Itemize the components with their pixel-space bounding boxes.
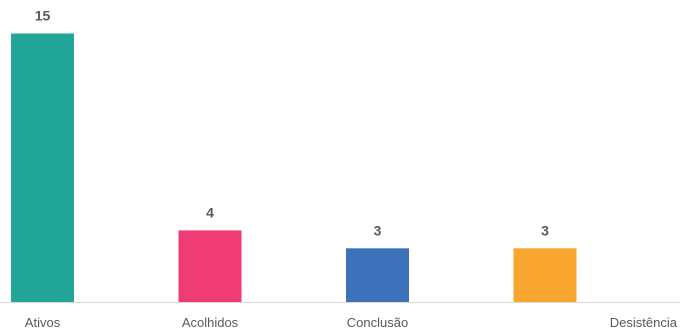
data-label: 4 (206, 204, 214, 220)
bar-ativos (11, 33, 74, 302)
x-tick-label: Acolhidos (182, 315, 239, 330)
data-label: 15 (35, 8, 51, 24)
data-label: 3 (374, 222, 382, 238)
bar-desistencia (513, 248, 577, 302)
bar-conclusao (346, 248, 409, 302)
x-tick-label: Desistência (610, 315, 678, 330)
bar-acolhidos (178, 230, 242, 302)
data-label: 3 (541, 222, 549, 238)
bars-group (11, 33, 577, 302)
category-labels-group: Ativos Acolhidos Conclusão Desistência (25, 315, 678, 330)
value-labels-group: 15 4 3 3 (35, 8, 549, 239)
x-tick-label: Ativos (25, 315, 61, 330)
x-tick-label: Conclusão (347, 315, 408, 330)
